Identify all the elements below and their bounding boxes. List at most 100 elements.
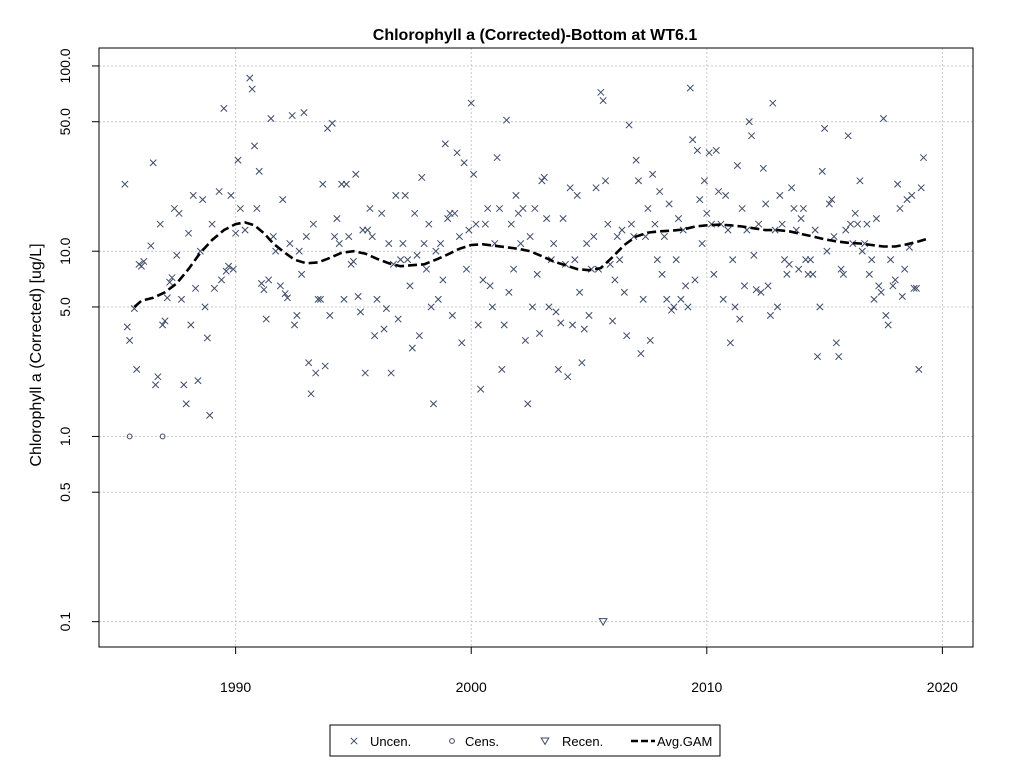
x-marker-stroke <box>210 284 218 292</box>
recen-point <box>598 618 608 627</box>
uncen-point <box>891 276 899 284</box>
uncen-point <box>882 311 890 319</box>
x-marker-stroke <box>149 159 157 167</box>
x-marker-stroke <box>371 332 379 340</box>
uncen-point <box>241 226 249 234</box>
x-marker-stroke <box>229 265 237 273</box>
uncen-point <box>373 295 381 303</box>
x-marker-stroke <box>137 262 145 270</box>
uncen-point <box>248 85 256 93</box>
x-marker-stroke <box>177 295 186 303</box>
x-marker-stroke <box>474 321 482 329</box>
x-marker-stroke <box>571 256 579 264</box>
x-marker-stroke <box>745 118 753 126</box>
uncen-point <box>316 295 324 303</box>
x-marker-stroke <box>434 295 442 303</box>
x-marker-stroke <box>180 381 188 389</box>
x-marker-stroke <box>505 288 513 296</box>
x-marker-stroke <box>462 265 471 273</box>
x-marker-stroke <box>225 262 233 270</box>
uncen-point <box>401 191 409 199</box>
x-marker-stroke <box>427 303 435 311</box>
gam-line <box>133 221 927 308</box>
grid-layer <box>99 48 973 647</box>
x-marker-stroke <box>653 256 661 264</box>
x-marker-stroke <box>634 177 643 185</box>
uncen-point <box>649 170 657 178</box>
x-marker-stroke <box>780 256 789 264</box>
x-marker-stroke <box>776 191 784 199</box>
cens-point <box>126 433 133 440</box>
x-marker-stroke <box>703 209 711 217</box>
x-marker-stroke <box>163 294 171 302</box>
x-marker-stroke <box>319 180 327 188</box>
x-marker-stroke <box>778 220 786 228</box>
x-marker-stroke <box>510 265 518 273</box>
x-marker-stroke <box>766 311 774 319</box>
x-marker-stroke <box>236 204 244 213</box>
x-marker-stroke <box>854 220 862 228</box>
x-marker-stroke <box>898 292 906 300</box>
uncen-point <box>524 400 532 408</box>
x-marker-stroke <box>495 204 504 213</box>
uncen-point <box>220 104 228 112</box>
x-marker-stroke <box>533 270 541 278</box>
x-marker-stroke <box>691 276 699 284</box>
uncen-point <box>778 220 786 228</box>
x-marker-stroke <box>656 187 664 196</box>
uncen-point <box>717 220 725 228</box>
x-marker-stroke <box>682 282 690 290</box>
uncen-point <box>663 295 671 303</box>
uncen-point <box>788 184 796 192</box>
x-marker-stroke <box>411 209 419 217</box>
x-marker-stroke <box>382 305 390 313</box>
uncen-point <box>700 177 708 185</box>
x-marker-stroke <box>425 220 433 228</box>
uncen-point <box>578 359 586 367</box>
uncen-point <box>140 257 148 266</box>
uncen-point <box>126 336 134 344</box>
x-marker-stroke <box>736 315 744 323</box>
x-marker-stroke <box>432 247 440 255</box>
x-marker-stroke <box>540 173 548 182</box>
uncen-point <box>837 265 845 273</box>
uncen-point <box>519 204 527 213</box>
x-marker-stroke <box>272 247 280 255</box>
uncen-point <box>618 226 626 234</box>
x-marker-stroke <box>241 226 249 234</box>
x-marker-stroke <box>481 220 489 228</box>
uncen-point <box>507 220 515 228</box>
x-marker-stroke <box>623 332 631 340</box>
uncen-point <box>809 270 817 278</box>
uncen-point <box>477 385 485 393</box>
uncen-point <box>208 220 216 228</box>
x-marker-stroke <box>858 247 866 255</box>
y-tick-label: 1.0 <box>57 426 73 446</box>
uncen-point <box>597 88 605 96</box>
uncen-point <box>444 215 452 223</box>
x-marker-stroke <box>373 295 381 303</box>
x-marker-stroke <box>912 284 921 292</box>
y-tick-label: 0.5 <box>57 482 73 502</box>
x-marker-stroke <box>295 247 303 255</box>
x-marker-stroke <box>392 191 400 199</box>
uncen-point <box>180 381 188 389</box>
uncen-point <box>705 149 713 157</box>
uncen-point <box>349 257 357 266</box>
uncen-point <box>889 282 897 290</box>
y-tick-label: 0.1 <box>57 612 73 632</box>
x-marker-stroke <box>488 303 496 311</box>
x-marker-stroke <box>590 232 598 241</box>
uncen-point <box>634 177 643 185</box>
uncen-point <box>420 239 428 248</box>
x-marker-stroke <box>269 232 277 241</box>
x-marker-stroke <box>333 215 341 223</box>
x-marker-stroke <box>573 191 581 199</box>
x-marker-stroke <box>846 220 855 228</box>
uncen-point <box>217 276 226 284</box>
x-marker-stroke <box>837 265 845 273</box>
x-marker-stroke <box>641 232 650 241</box>
uncen-point <box>679 226 687 234</box>
uncen-point <box>227 191 235 199</box>
uncen-point <box>795 265 803 273</box>
